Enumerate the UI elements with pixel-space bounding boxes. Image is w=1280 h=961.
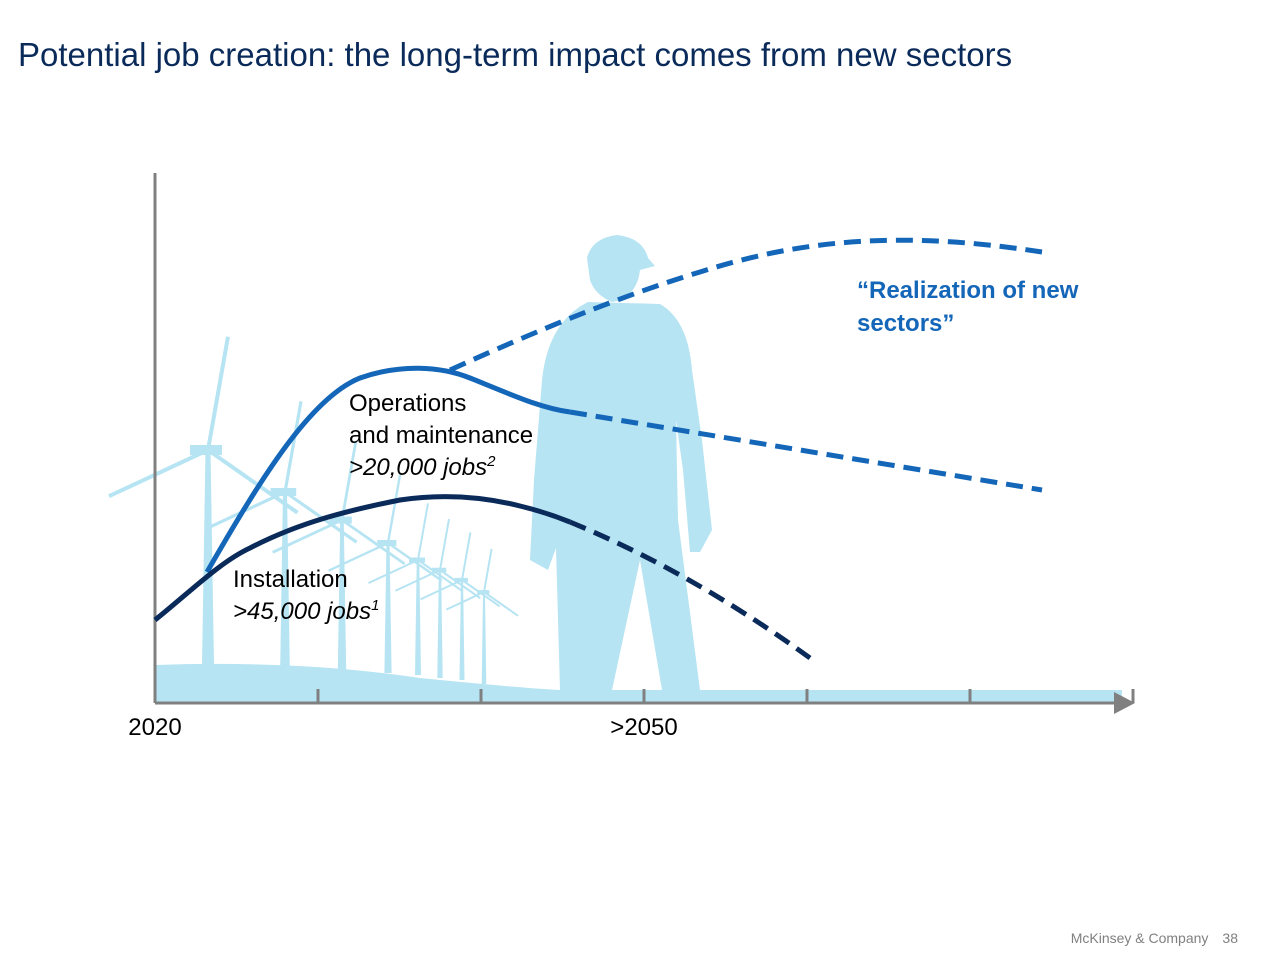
x-tick-label-3: >2050 <box>610 714 678 741</box>
installation-line-projected <box>569 519 812 661</box>
page-title: Potential job creation: the long-term im… <box>18 36 1013 73</box>
ground-strip <box>155 663 1122 703</box>
x-axis-arrow <box>1114 692 1135 714</box>
installation-label: Installation >45,000 jobs1 <box>233 564 379 628</box>
operations-name-line-1: Operations <box>349 390 467 417</box>
operations-footnote: 2 <box>487 453 496 470</box>
wind-turbine-icon <box>368 503 464 675</box>
installation-jobs-value: >45,000 jobs <box>233 598 372 625</box>
new-sectors-line-1: “Realization of new <box>857 277 1079 304</box>
footer-company: McKinsey & Company <box>1070 930 1209 946</box>
page-number: 38 <box>1222 930 1238 946</box>
new-sectors-label: “Realization of new sectors” <box>857 274 1157 340</box>
operations-name-line-2: and maintenance <box>349 422 534 449</box>
operations-line-projected <box>569 409 1043 493</box>
operations-jobs: >20,000 jobs2 <box>349 452 533 484</box>
wind-turbine-icon <box>272 440 406 670</box>
installation-footnote: 1 <box>371 597 380 614</box>
wind-turbine-icon <box>395 518 481 678</box>
new-sectors-line-projected <box>448 237 1043 373</box>
worker-silhouette <box>530 235 712 690</box>
installation-name: Installation <box>233 566 348 593</box>
wind-turbine-icon <box>445 548 519 684</box>
series-operations-and-maintenance <box>204 365 1043 574</box>
series-installation <box>153 494 812 661</box>
series-realization-of-new-sectors <box>448 237 1043 373</box>
wind-turbine-icon <box>419 532 501 680</box>
wind-turbines-background <box>155 663 1122 703</box>
operations-jobs-value: >20,000 jobs <box>349 454 488 481</box>
wind-turbine-icon <box>108 336 299 665</box>
installation-line-solid <box>153 494 571 622</box>
operations-line-solid <box>204 365 571 574</box>
installation-jobs: >45,000 jobs1 <box>233 596 379 628</box>
operations-label: Operations and maintenance >20,000 jobs2 <box>349 388 533 484</box>
new-sectors-line-2: sectors” <box>857 310 955 337</box>
x-tick-label-0: 2020 <box>128 714 182 741</box>
x-ticks <box>316 689 1135 703</box>
axes <box>153 173 1135 714</box>
footer: McKinsey & Company 38 <box>1071 930 1238 946</box>
